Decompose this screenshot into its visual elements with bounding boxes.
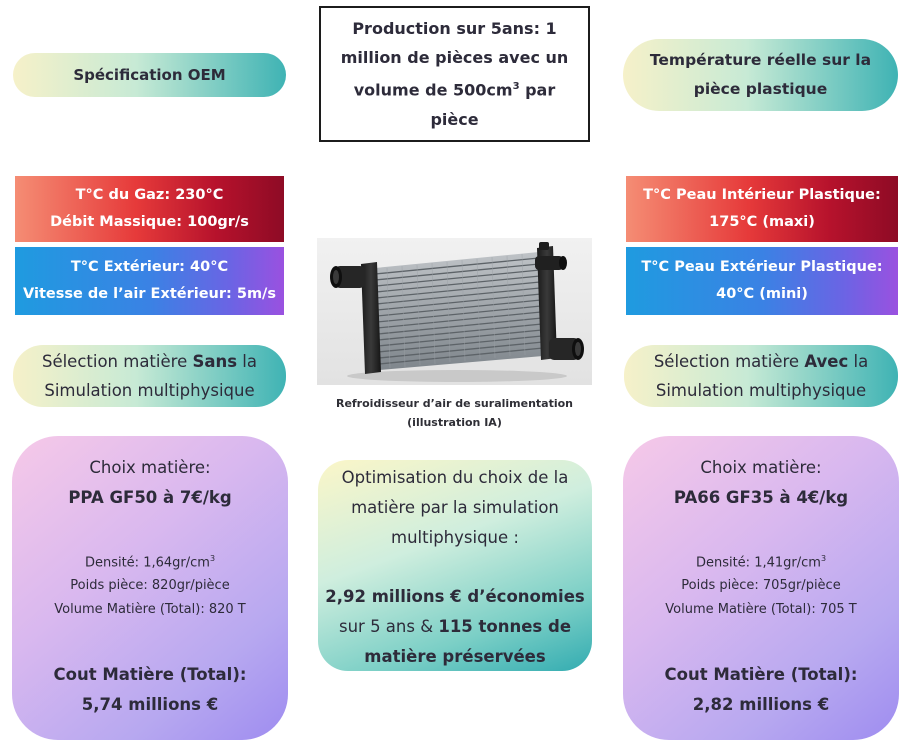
production-volume-suffix: par bbox=[519, 80, 556, 100]
selection-left-line-2: Simulation multiphysique bbox=[44, 381, 255, 400]
gas-spec-bar: T°C du Gaz: 230°C Débit Massique: 100gr/… bbox=[15, 176, 284, 242]
optimisation-card: Optimisation du choix de la matière par … bbox=[318, 460, 592, 671]
selection-without-simulation: Sélection matière Sans la Simulation mul… bbox=[13, 345, 286, 407]
production-line-3: volume de 500cm3 par bbox=[354, 72, 556, 104]
outer-skin-label: T°C Peau Extérieur Plastique: bbox=[641, 259, 883, 275]
card-right-title: Choix matière: bbox=[700, 458, 822, 477]
card-left-density-text: Densité: 1,64gr/cm bbox=[84, 555, 210, 571]
material-choice-card-left: Choix matière: PPA GF50 à 7€/kg Densité:… bbox=[12, 436, 288, 740]
optimisation-line-2: matière par la simulation bbox=[351, 498, 559, 517]
optimisation-line-6: matière préservées bbox=[364, 647, 546, 666]
card-right-density-exponent: 3 bbox=[820, 554, 827, 563]
production-volume-text: volume de 500cm bbox=[353, 80, 513, 100]
optimisation-line-5: sur 5 ans & 115 tonnes de bbox=[318, 617, 592, 636]
outer-skin-value: 40°C (mini) bbox=[716, 286, 808, 302]
real-temp-label-line-2: pièce plastique bbox=[693, 80, 828, 98]
oem-spec-label: Spécification OEM bbox=[73, 66, 226, 84]
selection-right-line-1: Sélection matière Avec la bbox=[654, 347, 868, 376]
card-left-cost-value: 5,74 millions € bbox=[81, 695, 219, 714]
outer-skin-temp-bar: T°C Peau Extérieur Plastique: 40°C (mini… bbox=[626, 247, 898, 315]
card-right-density: Densité: 1,41gr/cm3 bbox=[623, 554, 899, 570]
exterior-temperature: T°C Extérieur: 40°C bbox=[70, 259, 229, 275]
production-line-1: Production sur 5ans: 1 bbox=[352, 19, 557, 39]
production-box: Production sur 5ans: 1 million de pièces… bbox=[319, 6, 590, 142]
gas-temperature: T°C du Gaz: 230°C bbox=[75, 187, 224, 203]
optimisation-tonnes: 115 tonnes de bbox=[438, 617, 572, 636]
selection-right-post: la bbox=[848, 352, 869, 371]
card-left-density-exponent: 3 bbox=[209, 554, 216, 563]
real-temp-label-line-1: Température réelle sur la bbox=[649, 51, 872, 69]
image-caption: Refroidisseur d’air de suralimentation (… bbox=[317, 394, 592, 432]
card-left-cost-label: Cout Matière (Total): bbox=[53, 665, 247, 684]
card-left-volume: Volume Matière (Total): 820 T bbox=[54, 602, 246, 617]
real-temp-pill: Température réelle sur la pièce plastiqu… bbox=[623, 39, 898, 111]
selection-right-pre: Sélection matière bbox=[653, 352, 805, 371]
selection-with-simulation: Sélection matière Avec la Simulation mul… bbox=[624, 345, 898, 407]
card-right-cost-label: Cout Matière (Total): bbox=[664, 665, 858, 684]
exterior-air-speed: Vitesse de l’air Extérieur: 5m/s bbox=[23, 286, 276, 302]
intercooler-illustration bbox=[330, 242, 584, 382]
card-left-material: PPA GF50 à 7€/kg bbox=[68, 488, 232, 507]
oem-spec-pill: Spécification OEM bbox=[13, 53, 286, 97]
card-right-weight: Poids pièce: 705gr/pièce bbox=[681, 578, 841, 593]
selection-right-line-2: Simulation multiphysique bbox=[655, 381, 867, 400]
card-left-title: Choix matière: bbox=[89, 458, 211, 477]
optimisation-line-1: Optimisation du choix de la bbox=[341, 468, 569, 487]
selection-left-bold: Sans bbox=[192, 352, 238, 371]
card-left-density: Densité: 1,64gr/cm3 bbox=[12, 554, 288, 570]
optimisation-line-3: multiphysique : bbox=[391, 528, 519, 547]
optimisation-savings: 2,92 millions € d’économies bbox=[325, 587, 585, 606]
gas-mass-flow: Débit Massique: 100gr/s bbox=[50, 214, 249, 230]
card-right-cost-value: 2,82 millions € bbox=[692, 695, 830, 714]
card-right-volume: Volume Matière (Total): 705 T bbox=[665, 602, 857, 617]
production-volume-exponent: 3 bbox=[512, 81, 520, 93]
exterior-spec-bar: T°C Extérieur: 40°C Vitesse de l’air Ext… bbox=[15, 247, 284, 315]
selection-left-pre: Sélection matière bbox=[41, 352, 193, 371]
card-right-material: PA66 GF35 à 4€/kg bbox=[673, 488, 849, 507]
material-choice-card-right: Choix matière: PA66 GF35 à 4€/kg Densité… bbox=[623, 436, 899, 740]
optimisation-line-5-pre: sur 5 ans & bbox=[338, 617, 439, 636]
image-caption-line-2: (illustration IA) bbox=[407, 416, 502, 429]
inner-skin-value: 175°C (maxi) bbox=[709, 214, 815, 230]
selection-left-post: la bbox=[237, 352, 258, 371]
inner-skin-label: T°C Peau Intérieur Plastique: bbox=[643, 187, 881, 203]
card-right-density-text: Densité: 1,41gr/cm bbox=[695, 555, 821, 571]
card-left-weight: Poids pièce: 820gr/pièce bbox=[70, 578, 230, 593]
production-line-2: million de pièces avec un bbox=[340, 48, 569, 68]
intercooler-image bbox=[317, 238, 592, 385]
inner-skin-temp-bar: T°C Peau Intérieur Plastique: 175°C (max… bbox=[626, 176, 898, 242]
selection-right-bold: Avec bbox=[804, 352, 849, 371]
image-caption-line-1: Refroidisseur d’air de suralimentation bbox=[335, 397, 574, 410]
production-line-4: pièce bbox=[430, 109, 479, 129]
selection-left-line-1: Sélection matière Sans la bbox=[42, 347, 257, 376]
